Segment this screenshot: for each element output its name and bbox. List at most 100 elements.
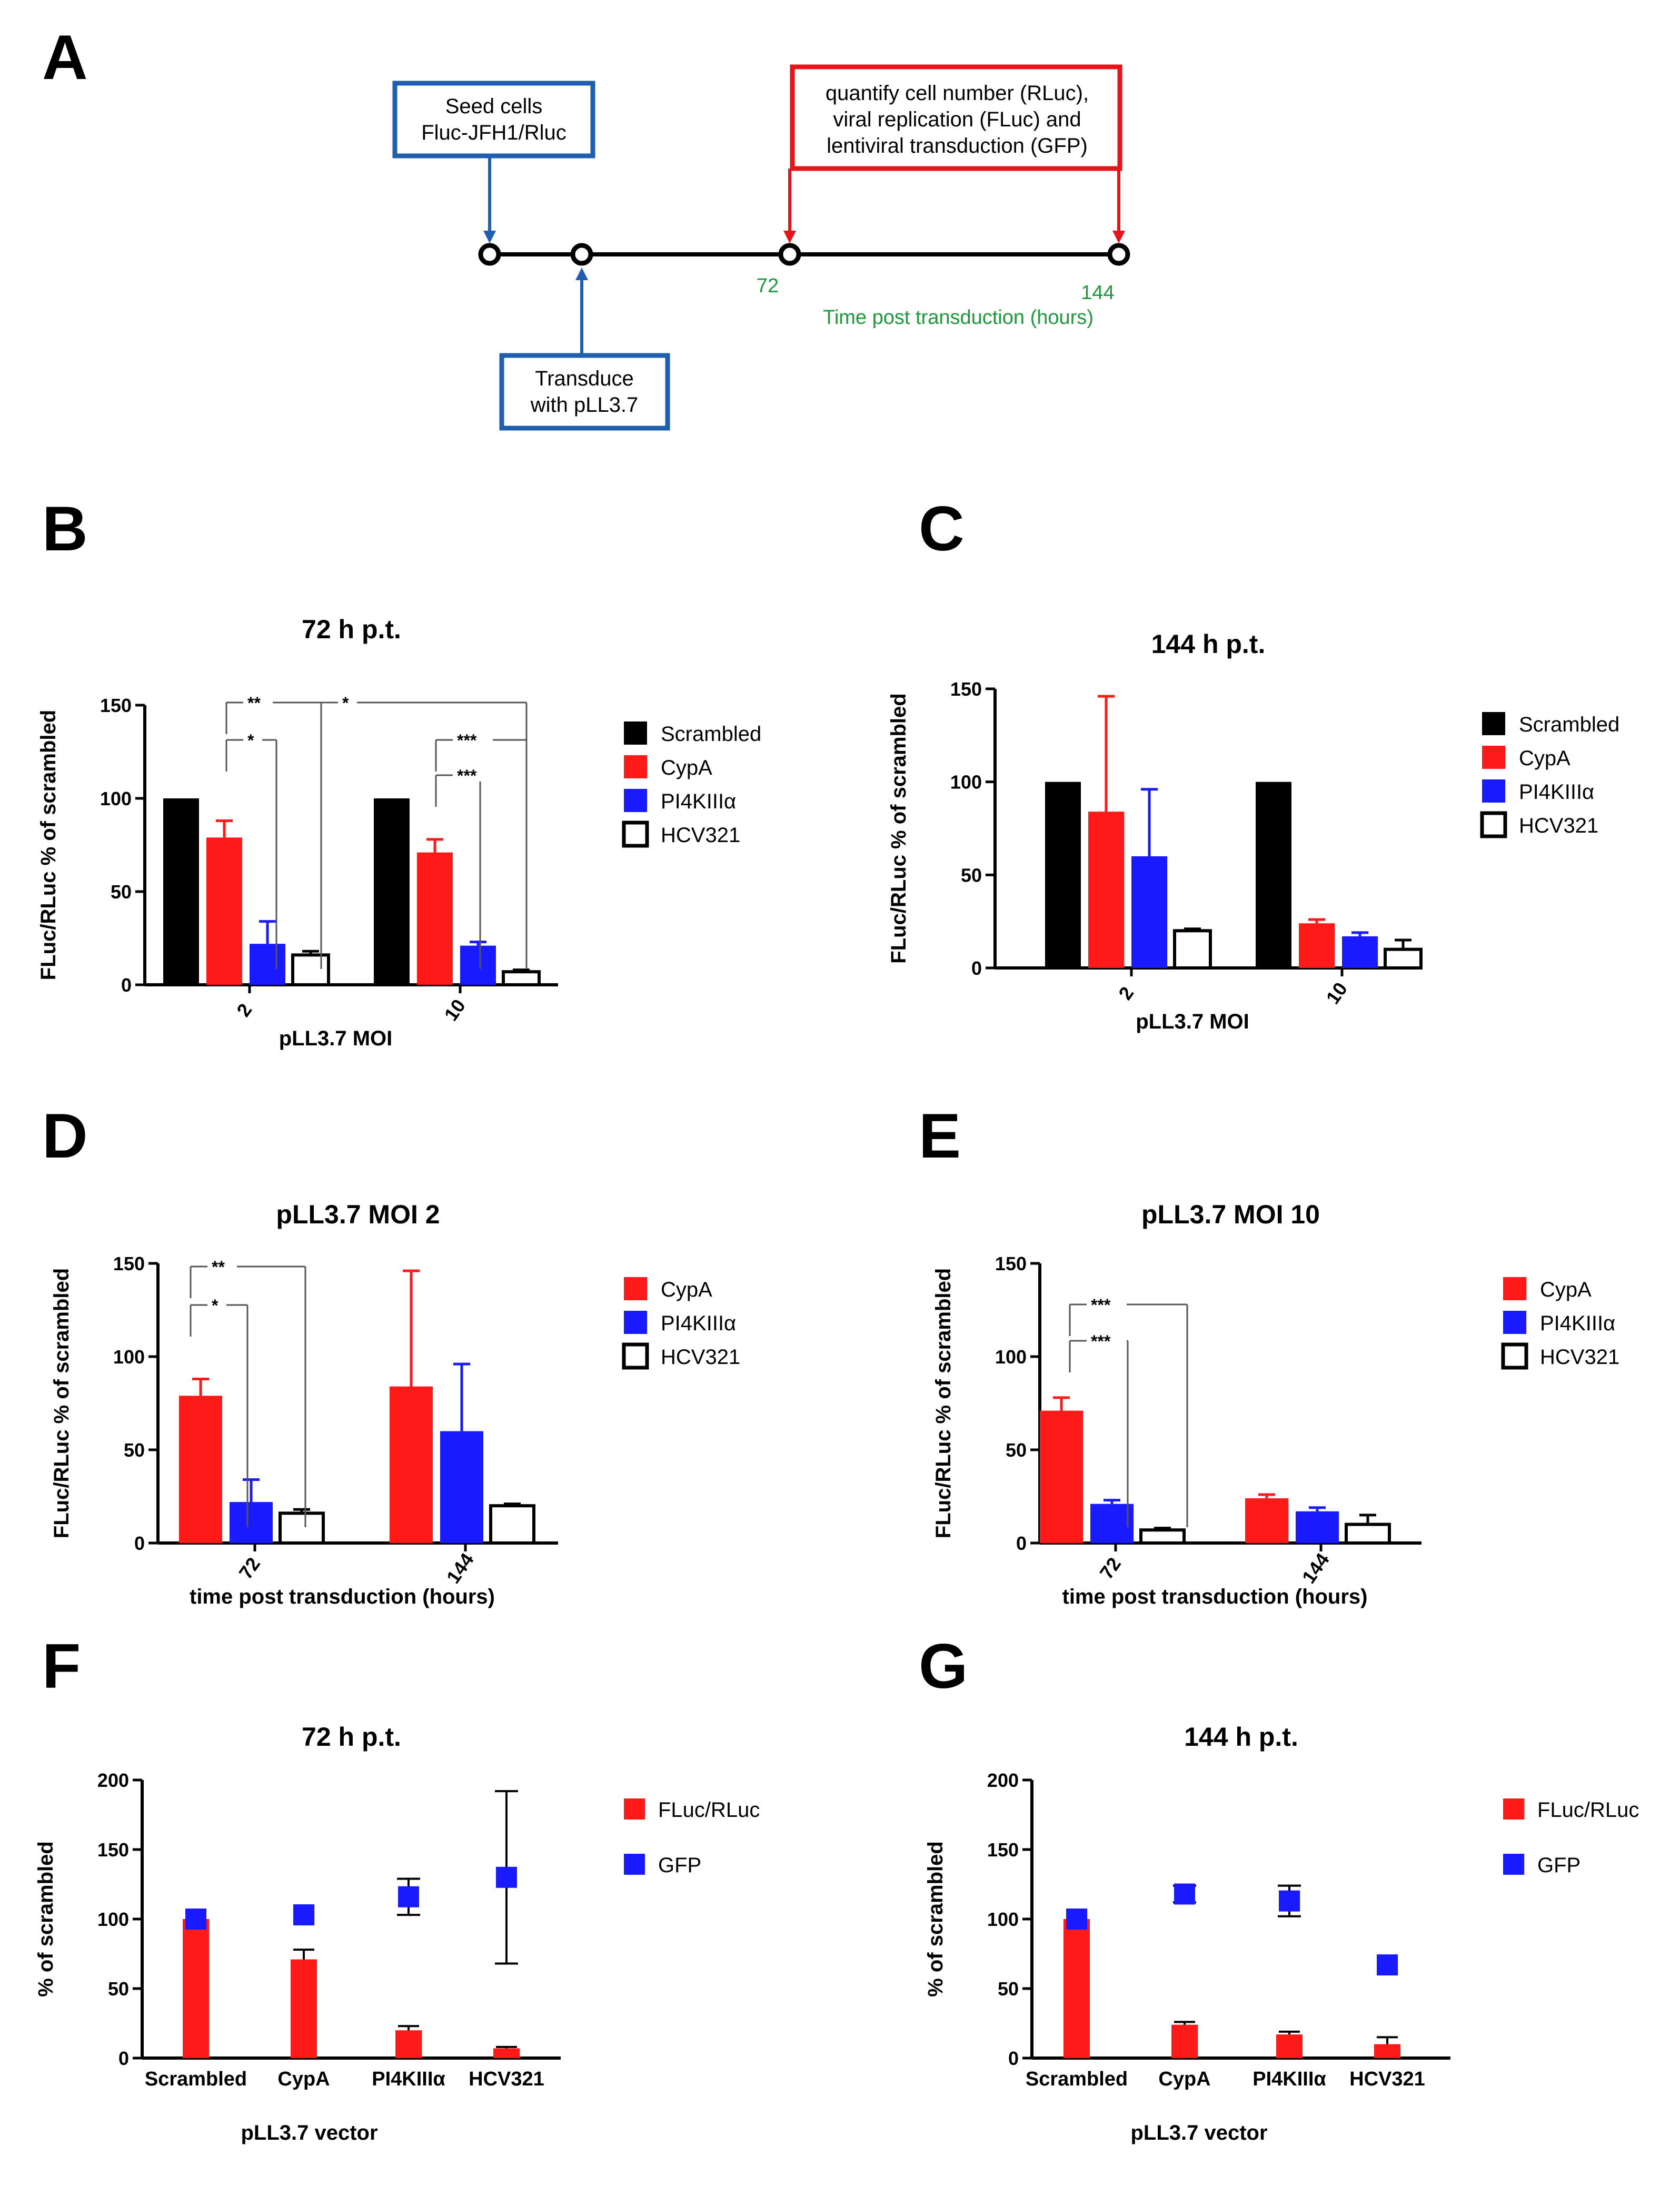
y-axis-label: % of scrambled [34, 1841, 57, 1997]
y-tick-label: 100 [987, 1909, 1019, 1930]
bar-pi4kiii [230, 1502, 273, 1543]
y-tick-label: 150 [97, 1839, 129, 1861]
seed-box-line-1: Seed cells [445, 95, 543, 118]
chart-title: 72 h p.t. [302, 615, 401, 644]
legend-label: HCV321 [661, 824, 740, 847]
chart-g: 0 50 100 150 200 % of scrambled 144 h p.t. Scra… [924, 1722, 1639, 2144]
x-axis-label: time post transduction (hours) [1062, 1585, 1368, 1608]
x-tick-label: Scrambled [145, 2068, 247, 2090]
y-axis-label: % of scrambled [924, 1841, 947, 1997]
bar-pi4kiii [440, 1431, 483, 1543]
timeline-tick-144: 144 [1081, 282, 1114, 304]
panel-label-d: D [42, 1101, 88, 1171]
y-tick-label: 200 [987, 1769, 1019, 1791]
y-tick-label: 200 [97, 1769, 129, 1791]
panel-label-e: E [919, 1101, 961, 1171]
y-tick-label: 100 [97, 1909, 129, 1930]
legend-label: GFP [1537, 1854, 1580, 1877]
gfp-point [1174, 1883, 1195, 1905]
x-axis-label: pLL3.7 vector [1130, 2121, 1267, 2144]
legend-label: FLuc/RLuc [658, 1798, 760, 1822]
quantify-arrow-72-head [783, 231, 796, 243]
bar-pi4kiii [1296, 1511, 1339, 1543]
legend-label: HCV321 [661, 1346, 740, 1369]
legend-swatch [1482, 746, 1505, 769]
bar-fluc-rluc [291, 1959, 317, 2058]
legend-label: PI4KIIIα [1540, 1312, 1615, 1335]
legend-swatch [1501, 1342, 1528, 1370]
y-tick-label: 50 [124, 1439, 145, 1461]
x-tick-label: 144 [442, 1549, 478, 1587]
x-tick-label: 2 [232, 1000, 256, 1021]
significance-label-bg [207, 1257, 237, 1273]
y-axis-label: FLuc/RLuc % of scrambled [932, 1268, 955, 1538]
x-axis-label: pLL3.7 MOI [1136, 1010, 1249, 1033]
gfp-point [496, 1866, 517, 1888]
x-tick-label: HCV321 [469, 2068, 544, 2090]
legend-swatch [1482, 712, 1505, 735]
x-tick-label: 144 [1298, 1549, 1334, 1587]
legend-label: PI4KIIIα [661, 1312, 736, 1335]
x-tick-label: 72 [234, 1554, 264, 1583]
chart-title: 144 h p.t. [1151, 629, 1266, 659]
y-tick-label: 150 [995, 1253, 1027, 1274]
bar-fluc-rluc [1374, 2044, 1400, 2058]
bar-scrambled [163, 798, 199, 985]
y-tick-label: 150 [987, 1839, 1019, 1861]
significance-label-bg [243, 693, 273, 709]
x-tick-label: PI4KIIIα [1252, 2068, 1326, 2090]
transduce-arrow-head [575, 268, 588, 280]
y-tick-label: 150 [950, 678, 982, 700]
x-tick-label: HCV321 [1349, 2068, 1425, 2090]
x-tick-label: 10 [1321, 978, 1351, 1008]
bar-cypa [1299, 923, 1335, 968]
legend-label: HCV321 [1540, 1346, 1619, 1369]
y-tick-label: 0 [1008, 2048, 1019, 2069]
bar-hcv321 [502, 970, 541, 986]
x-tick-label: 72 [1095, 1554, 1125, 1583]
panel-label-f: F [42, 1631, 81, 1702]
y-tick-label: 150 [113, 1253, 145, 1274]
legend-label: PI4KIIIα [661, 790, 736, 813]
legend-swatch [624, 721, 647, 745]
significance-label: * [342, 694, 349, 713]
legend-swatch [1503, 1854, 1524, 1875]
quantify-box [790, 64, 1122, 171]
bar-hcv321 [1139, 1528, 1186, 1545]
bar-fluc-rluc [493, 2048, 520, 2058]
timeline-node-seed [478, 243, 501, 266]
legend-label: Scrambled [661, 723, 761, 746]
panel-label-b: B [42, 493, 88, 564]
legend-label: CypA [1519, 747, 1570, 770]
quantify-box-line-1: quantify cell number (RLuc), [826, 82, 1089, 105]
legend-label: PI4KIIIα [1519, 780, 1594, 804]
gfp-point [1066, 1909, 1087, 1930]
y-tick-label: 50 [108, 1978, 129, 2000]
significance-label-bg [243, 730, 262, 746]
y-axis-label: FLuc/RLuc % of scrambled [887, 693, 910, 963]
legend-swatch [624, 789, 647, 812]
chart-title: pLL3.7 MOI 10 [1141, 1200, 1320, 1229]
seed-arrow-head [483, 231, 496, 243]
bar-cypa [417, 852, 453, 985]
chart-e: 0 50 100 150 FLuc/RLuc % of scrambled pLL3.7 … [932, 1200, 1619, 1608]
bar-scrambled [1256, 782, 1291, 968]
legend-swatch [622, 1342, 649, 1370]
panel-label-a: A [42, 22, 88, 93]
legend-swatch [624, 1854, 645, 1875]
bar-fluc-rluc [1063, 1919, 1090, 2058]
chart-f: 0 50 100 150 200 % of scrambled 72 h p.t. Scram… [34, 1722, 760, 2144]
legend-swatch [1480, 811, 1507, 838]
chart-title: pLL3.7 MOI 2 [276, 1200, 440, 1229]
chart-d: 0 50 100 150 FLuc/RLuc % of scrambled pLL3.7 … [50, 1200, 740, 1608]
bar-pi4kiii [460, 945, 496, 985]
gfp-point [1377, 1954, 1398, 1976]
legend-swatch [1503, 1311, 1526, 1334]
legend-label: HCV321 [1519, 814, 1598, 837]
significance-label-bg [453, 766, 493, 782]
bar-cypa [1088, 812, 1124, 968]
legend-swatch [1482, 779, 1505, 803]
y-tick-label: 0 [134, 1532, 145, 1554]
bar-cypa [1040, 1410, 1083, 1543]
